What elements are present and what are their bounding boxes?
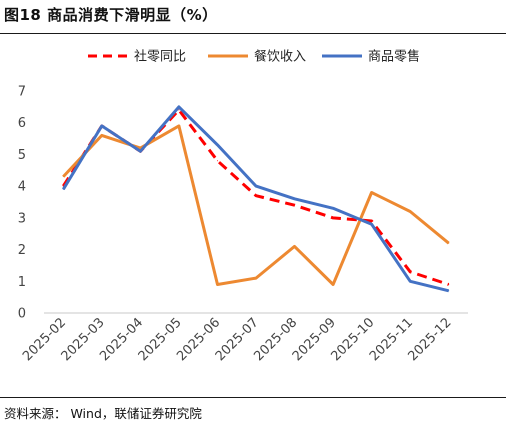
series-1-point [332, 217, 334, 219]
y-tick-label: 0 [18, 307, 26, 322]
source-rule [0, 397, 506, 398]
y-tick-label: 4 [18, 180, 26, 195]
series-1-point [216, 160, 218, 162]
legend-label-1: 社零同比 [134, 49, 186, 65]
series-2-point [409, 211, 411, 213]
legend-label-2: 餐饮收入 [254, 49, 306, 65]
series-2-point [178, 125, 180, 127]
series-3-point [62, 188, 64, 190]
series-1-point [371, 220, 373, 222]
y-tick-label: 5 [18, 148, 26, 163]
chart-axes: 012345672025-022025-032025-042025-052025… [18, 85, 468, 364]
series-3-point [216, 144, 218, 146]
series-3-point [448, 290, 450, 292]
series-2-point [101, 134, 103, 136]
source-note: 资料来源： Wind，联储证券研究院 [4, 406, 202, 421]
y-tick-label: 7 [18, 85, 26, 100]
series-1-point [409, 271, 411, 273]
series-1-point [178, 109, 180, 111]
series-1-point [255, 195, 257, 197]
series-2-point [294, 245, 296, 247]
series-2-point [255, 277, 257, 279]
series-2-point [448, 242, 450, 244]
series-3-point [332, 207, 334, 209]
chart-series [62, 105, 450, 293]
series-line-1 [62, 108, 450, 286]
series-2-point [139, 147, 141, 149]
series-2-point [62, 176, 64, 178]
series-3-point [294, 198, 296, 200]
line-chart: 社零同比 餐饮收入 商品零售 012345672025-022025-032025-… [18, 49, 468, 364]
x-tick-label: 2025-12 [406, 315, 455, 364]
y-tick-label: 1 [18, 275, 26, 290]
chart-legend: 社零同比 餐饮收入 商品零售 [88, 49, 420, 65]
series-3-point [178, 106, 180, 108]
title-rule [0, 33, 506, 34]
series-2-point [332, 283, 334, 285]
series-1-point [294, 204, 296, 206]
series-line-3 [62, 105, 450, 293]
series-1-point [448, 283, 450, 285]
series-3-point [409, 280, 411, 282]
y-tick-label: 3 [18, 211, 26, 226]
figure-title: 图18 商品消费下滑明显（%） [4, 6, 218, 24]
y-tick-label: 6 [18, 116, 26, 131]
series-3-point [255, 185, 257, 187]
y-tick-label: 2 [18, 243, 26, 258]
legend-label-3: 商品零售 [368, 49, 420, 65]
series-3-point [101, 125, 103, 127]
series-line-2 [62, 124, 450, 286]
series-3-point [371, 223, 373, 225]
series-2-point [216, 283, 218, 285]
series-2-point [371, 191, 373, 193]
series-3-point [139, 150, 141, 152]
